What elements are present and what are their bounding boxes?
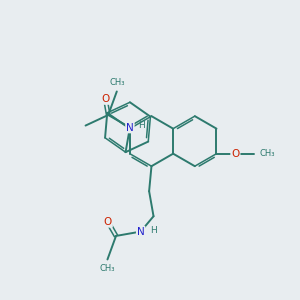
Text: CH₃: CH₃ [100, 264, 115, 273]
Text: O: O [104, 217, 112, 227]
Text: H: H [138, 121, 145, 130]
Text: O: O [101, 94, 110, 104]
Text: O: O [231, 149, 239, 159]
Text: H: H [150, 226, 156, 235]
Text: CH₃: CH₃ [259, 149, 275, 158]
Text: N: N [126, 122, 134, 133]
Text: CH₃: CH₃ [109, 78, 124, 87]
Text: N: N [137, 226, 145, 237]
